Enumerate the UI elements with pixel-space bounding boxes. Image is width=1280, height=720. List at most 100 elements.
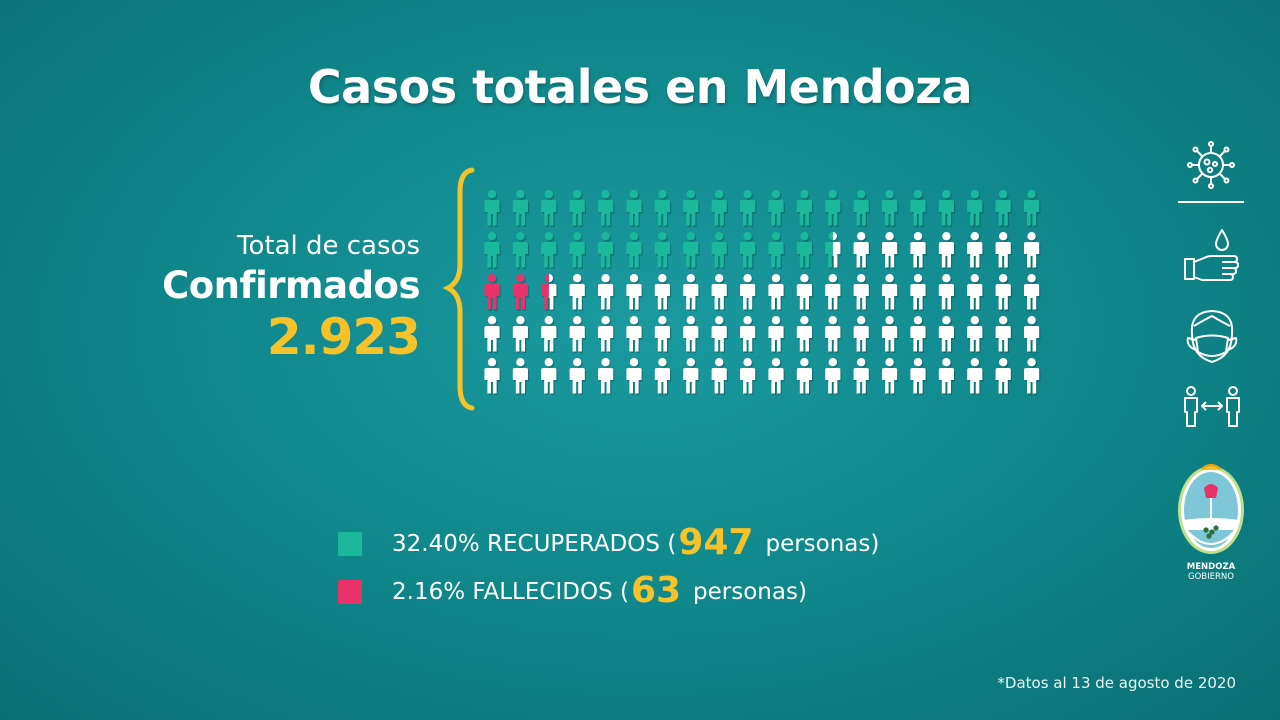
person-icon <box>512 232 530 269</box>
virus-icon <box>1187 141 1235 189</box>
confirmed-label: Confirmados <box>162 264 420 307</box>
person-icon <box>910 232 927 269</box>
recovered-count: 947 <box>678 521 754 563</box>
person-icon <box>825 316 842 353</box>
person-icon <box>654 316 672 353</box>
person-icon <box>654 232 672 269</box>
person-icon <box>768 190 785 227</box>
person-icon <box>768 232 785 269</box>
person-icon <box>484 232 501 269</box>
person-icon <box>853 274 870 311</box>
person-icon <box>853 232 870 269</box>
person-icon <box>569 274 586 311</box>
deceased-suffix: personas) <box>693 579 807 605</box>
person-icon <box>825 358 842 395</box>
person-icon <box>484 358 501 395</box>
person-icon <box>711 316 728 353</box>
person-icon <box>796 190 814 227</box>
icon-divider <box>1178 201 1244 203</box>
person-icon <box>542 275 558 311</box>
person-icon <box>796 358 814 395</box>
person-icon <box>882 274 899 311</box>
person-icon <box>882 190 899 227</box>
person-icon <box>910 190 927 227</box>
person-icon <box>683 274 700 311</box>
deceased-count: 63 <box>630 569 682 611</box>
person-icon <box>484 190 501 227</box>
person-icon <box>626 358 643 395</box>
legend-deceased: 2.16% FALLECIDOS ( 63 personas) <box>338 568 879 616</box>
person-icon <box>626 190 643 227</box>
person-icon <box>569 232 586 269</box>
person-icon <box>768 316 785 353</box>
brace-icon <box>442 167 475 411</box>
person-icon <box>711 274 728 311</box>
person-icon <box>598 358 615 395</box>
person-icon <box>995 274 1012 311</box>
person-icon <box>598 190 615 227</box>
person-icon <box>995 190 1012 227</box>
person-icon <box>882 316 899 353</box>
legend-recovered: 32.40% RECUPERADOS ( 947 personas) <box>338 520 879 568</box>
person-icon <box>967 232 984 269</box>
person-icon <box>1024 274 1041 311</box>
person-icon <box>967 190 984 227</box>
logo-mendoza: MENDOZA <box>1186 562 1236 572</box>
mendoza-seal-icon <box>1178 464 1244 554</box>
total-label: Total de casos <box>237 231 420 261</box>
person-icon <box>796 274 814 311</box>
person-icon <box>826 233 842 269</box>
footnote: *Datos al 13 de agosto de 2020 <box>997 674 1236 692</box>
person-icon <box>853 358 870 395</box>
person-icon <box>541 358 558 395</box>
person-icon <box>938 190 956 227</box>
person-icon <box>967 358 984 395</box>
person-icon <box>740 274 757 311</box>
face-mask-icon <box>1186 310 1238 363</box>
person-icon <box>654 190 672 227</box>
person-icon <box>569 316 586 353</box>
person-icon <box>882 232 899 269</box>
person-icon <box>484 274 501 311</box>
person-icon <box>683 232 700 269</box>
person-icon <box>938 232 956 269</box>
person-icon <box>683 190 700 227</box>
person-icon <box>541 232 558 269</box>
person-icon <box>512 274 530 311</box>
person-icon <box>910 274 927 311</box>
person-icon <box>626 316 643 353</box>
person-icon <box>541 190 558 227</box>
person-icon <box>995 232 1012 269</box>
recovered-swatch <box>338 532 362 556</box>
person-icon <box>569 358 586 395</box>
person-icon <box>938 358 956 395</box>
person-icon <box>1024 358 1041 395</box>
person-icon <box>938 316 956 353</box>
person-icon <box>825 274 842 311</box>
person-icon <box>654 358 672 395</box>
person-icon <box>796 316 814 353</box>
person-icon <box>569 190 586 227</box>
person-icon <box>768 358 785 395</box>
person-icon <box>910 358 927 395</box>
person-icon <box>512 316 530 353</box>
person-icon <box>967 316 984 353</box>
person-icon <box>825 190 842 227</box>
person-icon <box>938 274 956 311</box>
recovered-suffix: personas) <box>765 531 880 557</box>
person-icon <box>512 358 530 395</box>
deceased-percent: 2.16% FALLECIDOS ( <box>392 579 629 605</box>
person-icon <box>1024 316 1041 353</box>
person-icon <box>683 358 700 395</box>
person-icon <box>882 358 899 395</box>
person-icon <box>484 316 501 353</box>
person-icon <box>541 316 558 353</box>
person-icon <box>598 274 615 311</box>
legend: 32.40% RECUPERADOS ( 947 personas) 2.16%… <box>338 520 879 616</box>
person-icon <box>740 190 757 227</box>
person-icon <box>796 232 814 269</box>
person-icon <box>1024 232 1041 269</box>
person-icon <box>967 274 984 311</box>
pictograph-chart <box>442 167 1041 411</box>
person-icon <box>598 232 615 269</box>
